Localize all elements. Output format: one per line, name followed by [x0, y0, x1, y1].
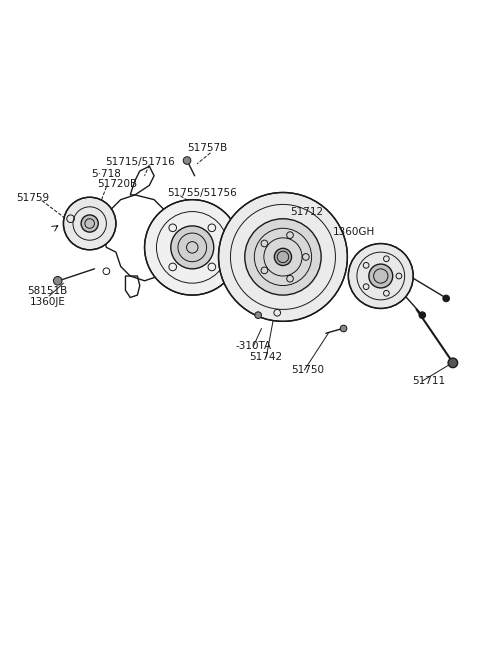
Text: -310TA: -310TA — [235, 341, 271, 351]
Circle shape — [63, 197, 116, 250]
Text: 51711: 51711 — [412, 376, 445, 386]
Text: 51757B: 51757B — [188, 143, 228, 153]
Text: 51715/51716: 51715/51716 — [106, 158, 175, 168]
Text: 51755/51756: 51755/51756 — [168, 189, 237, 198]
Circle shape — [448, 358, 457, 368]
Circle shape — [340, 325, 347, 332]
Text: 51759: 51759 — [16, 193, 49, 203]
Text: 1360GH: 1360GH — [333, 227, 375, 237]
Text: 51712: 51712 — [290, 206, 323, 217]
Text: 58151B: 58151B — [28, 286, 68, 296]
Circle shape — [171, 226, 214, 269]
Circle shape — [183, 157, 191, 164]
Circle shape — [369, 264, 393, 288]
Text: 1360JE: 1360JE — [30, 297, 66, 307]
Circle shape — [218, 193, 348, 321]
Circle shape — [255, 312, 262, 319]
Text: 51742: 51742 — [250, 352, 283, 362]
Circle shape — [81, 215, 98, 232]
Text: 5·718: 5·718 — [91, 170, 121, 179]
Circle shape — [144, 200, 240, 295]
Text: 51750: 51750 — [291, 365, 324, 375]
Text: 51720B: 51720B — [97, 179, 137, 189]
Circle shape — [245, 219, 321, 295]
Circle shape — [443, 295, 449, 302]
Circle shape — [419, 312, 426, 319]
Circle shape — [348, 244, 413, 308]
Circle shape — [53, 277, 62, 285]
Circle shape — [275, 248, 291, 265]
